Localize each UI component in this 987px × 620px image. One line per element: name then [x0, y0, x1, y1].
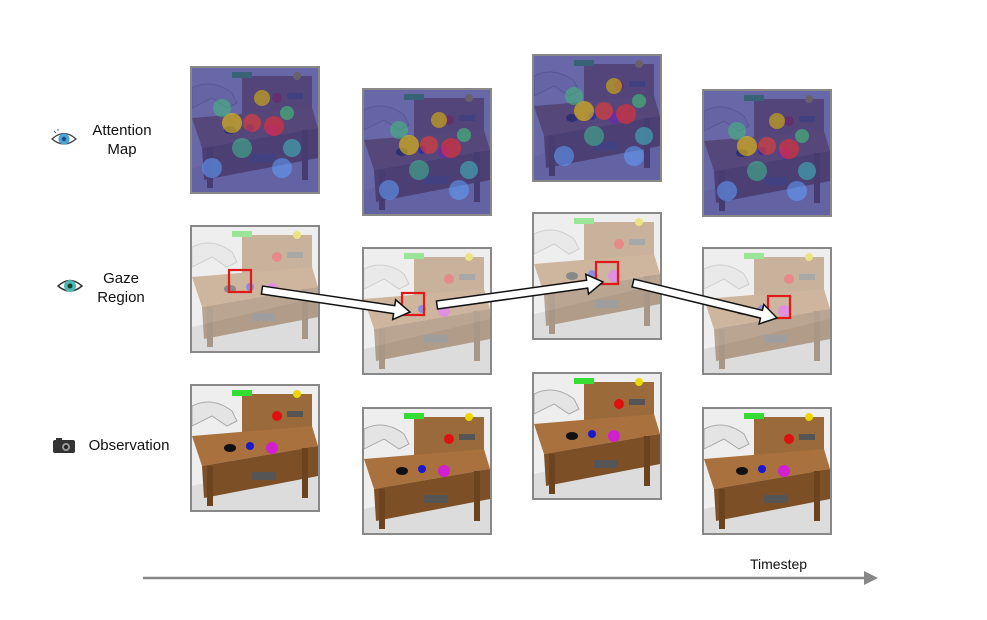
row-label-observation: Observation — [82, 436, 176, 455]
attention-image-t1 — [190, 66, 320, 194]
gaze-arrow-1 — [260, 285, 412, 321]
row-label-attention-map: Attention Map — [80, 121, 164, 159]
gaze-arrow-3 — [631, 278, 779, 326]
observation-image-t3 — [532, 372, 662, 500]
gaze-box — [400, 291, 426, 317]
camera-icon — [53, 438, 75, 453]
gaze-arrow-2 — [435, 273, 605, 310]
attention-image-t2 — [362, 88, 492, 216]
gaze-image-t4 — [702, 247, 832, 375]
gaze-box — [766, 294, 792, 320]
observation-image-t4 — [702, 407, 832, 535]
sparkle-eye-icon — [51, 129, 77, 145]
attention-image-t4 — [702, 89, 832, 217]
label-line: Region — [97, 289, 145, 306]
gaze-box — [594, 260, 620, 286]
row-label-gaze-region: Gaze Region — [84, 269, 158, 307]
label-line: Map — [107, 141, 137, 158]
label-line: Observation — [88, 437, 170, 454]
gaze-image-t1 — [190, 225, 320, 353]
timestep-label: Timestep — [750, 556, 808, 572]
observation-image-t1 — [190, 384, 320, 512]
label-line: Attention — [92, 122, 152, 139]
gaze-box — [227, 268, 253, 294]
eye-icon — [56, 279, 84, 292]
timestep-arrowhead — [864, 571, 878, 585]
label-line: Gaze — [103, 270, 139, 287]
observation-image-t2 — [362, 407, 492, 535]
attention-image-t3 — [532, 54, 662, 182]
